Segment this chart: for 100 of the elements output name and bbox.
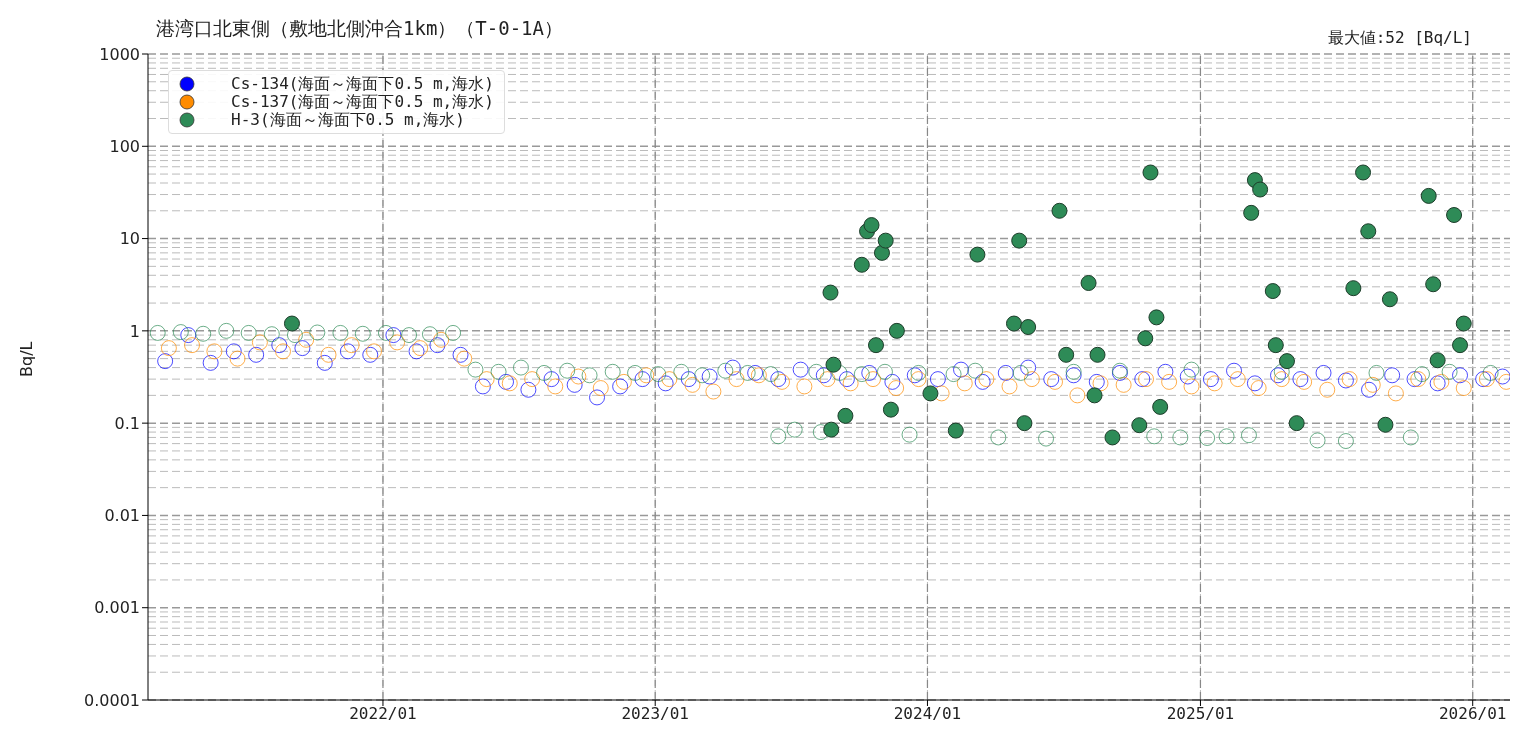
point: [728, 371, 745, 388]
point: [1296, 373, 1313, 390]
point: [876, 363, 893, 380]
point: [1252, 181, 1269, 198]
y-tick-label: 10: [119, 229, 140, 249]
x-tick-label: 2022/01: [349, 704, 417, 724]
point: [888, 322, 905, 339]
point: [1278, 353, 1295, 370]
y-tick-label: 0.01: [104, 506, 140, 526]
point: [389, 334, 406, 351]
point: [206, 343, 223, 360]
y-tick-label: 0.001: [94, 598, 140, 618]
point: [202, 354, 219, 371]
point: [456, 350, 473, 367]
point: [1043, 371, 1060, 388]
point: [1494, 368, 1510, 385]
point: [1001, 378, 1018, 395]
point: [1406, 371, 1423, 388]
point: [1146, 428, 1163, 445]
point: [524, 371, 541, 388]
point: [1131, 417, 1148, 434]
point: [1012, 364, 1029, 381]
point: [229, 350, 246, 367]
point: [792, 361, 809, 378]
point: [408, 343, 425, 360]
point: [945, 366, 962, 383]
point: [401, 327, 418, 344]
point: [1309, 432, 1326, 449]
point: [808, 363, 825, 380]
point: [275, 343, 292, 360]
point: [1413, 366, 1430, 383]
point: [863, 217, 880, 234]
point: [298, 331, 315, 348]
point: [1337, 433, 1354, 450]
point: [283, 315, 300, 332]
point: [990, 429, 1007, 446]
point: [906, 367, 923, 384]
point: [1148, 309, 1165, 326]
point: [1065, 363, 1082, 380]
point: [286, 327, 303, 344]
point: [1086, 387, 1103, 404]
point: [1273, 371, 1290, 388]
point: [831, 364, 848, 381]
point: [240, 324, 257, 341]
point: [967, 362, 984, 379]
point: [1240, 427, 1257, 444]
point: [433, 331, 450, 348]
point: [853, 366, 870, 383]
point: [225, 343, 242, 360]
legend-label: Cs-137(海面～海面下0.5 m,海水): [231, 92, 494, 111]
point: [1270, 367, 1287, 384]
point: [271, 337, 288, 354]
point: [1157, 363, 1174, 380]
point: [1267, 337, 1284, 354]
point: [877, 232, 894, 249]
point: [1152, 398, 1169, 415]
y-tick-label: 0.1: [114, 413, 140, 433]
point: [1138, 371, 1154, 388]
point: [604, 363, 621, 380]
point: [1446, 207, 1463, 224]
point: [149, 324, 166, 341]
point: [421, 326, 438, 343]
point: [865, 371, 882, 388]
point: [1020, 359, 1037, 376]
point: [581, 367, 598, 384]
point: [1368, 364, 1385, 381]
x-tick-label: 2025/01: [1166, 704, 1235, 724]
point: [218, 322, 235, 339]
legend-label: Cs-134(海面～海面下0.5 m,海水): [231, 74, 494, 93]
point: [354, 325, 371, 342]
point: [1319, 381, 1336, 398]
point: [701, 368, 718, 385]
point: [1172, 429, 1189, 446]
point: [705, 383, 722, 400]
point: [1202, 371, 1219, 388]
x-tick-label: 2026/01: [1438, 704, 1507, 724]
point: [366, 343, 383, 360]
point: [1016, 415, 1033, 432]
point: [1250, 380, 1267, 397]
point: [867, 337, 884, 354]
point: [1452, 367, 1469, 384]
point: [320, 346, 337, 363]
point: [1288, 415, 1305, 432]
point: [1452, 337, 1469, 354]
point: [570, 368, 587, 385]
point: [812, 424, 829, 441]
point: [536, 364, 553, 381]
point: [929, 371, 946, 388]
point: [1455, 315, 1472, 332]
point: [385, 327, 402, 344]
point: [978, 371, 995, 388]
point: [853, 256, 870, 273]
point: [1292, 371, 1309, 388]
point: [332, 324, 349, 341]
point: [251, 334, 268, 351]
point: [490, 363, 507, 380]
point: [512, 359, 529, 376]
point: [861, 364, 878, 381]
point: [774, 373, 791, 390]
point: [1183, 378, 1200, 395]
